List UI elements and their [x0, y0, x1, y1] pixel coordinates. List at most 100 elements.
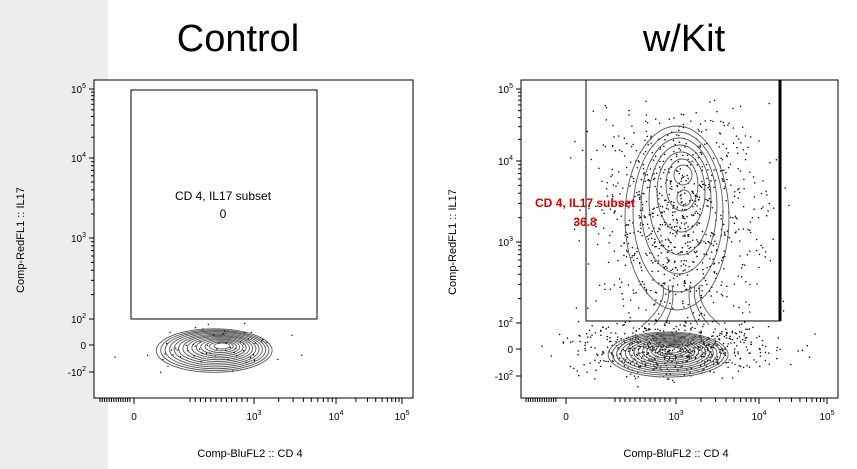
event-dot [633, 375, 636, 377]
event-dot [716, 356, 719, 358]
event-dot [636, 167, 638, 169]
event-dot [672, 207, 674, 209]
event-dot [731, 201, 734, 204]
event-dot [569, 365, 572, 368]
event-dot [603, 352, 605, 354]
event-dot [650, 237, 653, 240]
event-dot [743, 264, 746, 266]
event-dot [680, 260, 682, 262]
event-dot [726, 178, 728, 181]
event-dot [714, 179, 717, 182]
event-dot [176, 349, 178, 351]
event-dot [200, 360, 202, 363]
x-axis-title: Comp-BluFL2 :: CD 4 [623, 448, 728, 460]
event-dot [675, 266, 677, 269]
event-dot [693, 183, 696, 185]
event-dot [736, 218, 738, 220]
density-contour [650, 343, 692, 359]
event-dot [666, 204, 668, 206]
event-dot [676, 233, 678, 235]
event-dot [721, 259, 723, 262]
event-dot [656, 214, 659, 216]
event-dot [648, 234, 650, 236]
gate-rectangle[interactable] [130, 89, 318, 320]
event-dot [645, 130, 648, 132]
event-dot [677, 170, 679, 173]
event-dot [656, 351, 659, 354]
event-dot [772, 207, 775, 209]
event-dot [733, 191, 736, 193]
gate-name-label: CD 4, IL17 subset [535, 196, 635, 210]
event-dot [606, 182, 608, 184]
event-dot [617, 182, 619, 184]
event-dot [751, 216, 754, 219]
event-dot [713, 270, 716, 273]
event-dot [586, 341, 589, 344]
event-dot [577, 353, 579, 356]
event-dot [579, 340, 581, 343]
event-dot [193, 355, 195, 357]
event-dot [679, 168, 682, 170]
event-dot [699, 151, 701, 154]
event-dot [700, 186, 703, 189]
event-dot [671, 226, 673, 228]
event-dot [684, 325, 686, 327]
event-dot [726, 285, 728, 287]
event-dot [715, 272, 718, 275]
event-dot [655, 172, 658, 174]
event-dot [666, 179, 668, 181]
event-dot [613, 284, 616, 286]
event-dot [731, 330, 734, 333]
event-dot [709, 356, 711, 359]
event-dot [684, 351, 686, 353]
event-dot [650, 289, 652, 292]
event-dot [705, 344, 708, 347]
event-dot [651, 350, 654, 352]
event-dot [622, 305, 625, 307]
event-dot [216, 348, 218, 350]
event-dot [616, 218, 618, 221]
event-dot [747, 328, 749, 331]
event-dot [735, 216, 737, 219]
event-dot [229, 346, 232, 349]
density-contour [663, 284, 699, 326]
event-dot [740, 275, 743, 278]
event-dot [695, 112, 697, 114]
event-dot [601, 180, 603, 183]
event-dot [667, 208, 669, 210]
event-dot [586, 332, 588, 335]
event-dot [643, 327, 646, 329]
event-dot [730, 342, 732, 344]
event-dot [710, 180, 712, 182]
event-dot [682, 113, 685, 116]
event-dot [660, 300, 662, 302]
event-dot [722, 179, 724, 181]
event-dot [732, 305, 735, 307]
event-dot [581, 149, 584, 152]
event-dot [727, 166, 730, 169]
event-dot [698, 318, 700, 321]
event-dot [637, 194, 639, 196]
event-dot [661, 206, 664, 208]
density-contour [633, 338, 707, 367]
event-dot [708, 188, 711, 191]
event-dot [709, 235, 712, 237]
event-dot [253, 359, 256, 362]
event-dot [684, 269, 686, 271]
event-dot [627, 242, 630, 245]
event-dot [657, 254, 659, 257]
event-dot [696, 195, 699, 198]
event-dot [784, 187, 786, 189]
event-dot [662, 264, 664, 266]
event-dot [614, 210, 616, 212]
event-dot [622, 201, 625, 203]
event-dot [233, 351, 236, 354]
event-dot [604, 288, 606, 291]
event-dot [788, 204, 790, 207]
event-dot [797, 350, 799, 352]
event-dot [736, 337, 739, 340]
event-dot [720, 284, 722, 287]
event-dot [752, 176, 755, 178]
event-dot [716, 335, 719, 338]
event-dot [652, 262, 654, 264]
